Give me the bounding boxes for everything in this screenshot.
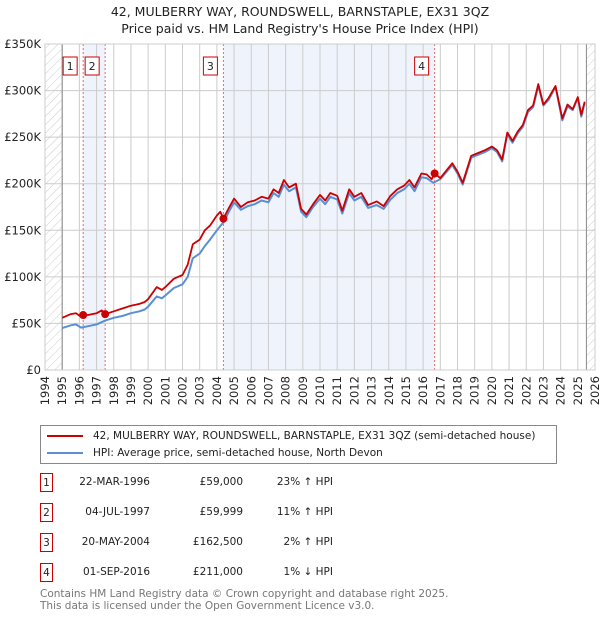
x-tick-label: 2022	[519, 376, 533, 405]
sale-number-badge: 2	[40, 503, 53, 522]
y-tick-label: £50K	[12, 316, 42, 330]
sales-table-row: 2 04-JUL-1997 £59,999 11% ↑ HPI	[40, 503, 333, 523]
x-tick-label: 2017	[433, 376, 447, 405]
footer-copyright: Contains HM Land Registry data © Crown c…	[40, 588, 449, 600]
x-tick-label: 2024	[554, 376, 568, 405]
sale-point	[101, 310, 110, 319]
sale-point	[79, 311, 88, 320]
y-tick-label: £250K	[4, 130, 41, 144]
y-tick-label: £0	[26, 363, 41, 377]
sale-number-label: 2	[89, 60, 96, 73]
x-tick-label: 2008	[279, 376, 293, 405]
legend-item-price-paid: 42, MULBERRY WAY, ROUNDSWELL, BARNSTAPLE…	[47, 428, 535, 444]
x-tick-label: 2012	[347, 376, 361, 405]
x-tick-label: 2023	[536, 376, 550, 405]
sale-number-badge: 3	[40, 533, 53, 552]
legend-label-hpi: HPI: Average price, semi-detached house,…	[93, 447, 383, 459]
sale-hpi-diff: 2% ↑ HPI	[283, 536, 333, 548]
chart-title: 42, MULBERRY WAY, ROUNDSWELL, BARNSTAPLE…	[110, 4, 490, 19]
sale-number-box	[84, 56, 100, 76]
x-tick-label: 1999	[124, 376, 138, 405]
sales-table-row: 4 01-SEP-2016 £211,000 1% ↓ HPI	[40, 563, 333, 583]
y-tick-label: £150K	[4, 223, 41, 237]
legend: 42, MULBERRY WAY, ROUNDSWELL, BARNSTAPLE…	[40, 425, 557, 464]
sale-date: 01-SEP-2016	[82, 566, 150, 578]
legend-item-hpi: HPI: Average price, semi-detached house,…	[47, 445, 383, 461]
y-tick-label: £200K	[4, 177, 41, 191]
price-paid-line	[61, 83, 586, 319]
sale-hpi-diff: 1% ↓ HPI	[283, 566, 333, 578]
x-tick-label: 1998	[107, 376, 121, 405]
sales-table-row: 3 20-MAY-2004 £162,500 2% ↑ HPI	[40, 533, 333, 553]
x-tick-label: 2018	[451, 376, 465, 405]
x-tick-label: 2021	[502, 376, 516, 405]
x-tick-label: 2016	[416, 376, 430, 405]
sale-point	[430, 169, 439, 178]
sale-date: 20-MAY-2004	[81, 536, 150, 548]
ownership-shade	[83, 44, 106, 370]
sale-price: £162,500	[192, 536, 243, 548]
sales-table-row: 1 22-MAR-1996 £59,000 23% ↑ HPI	[40, 473, 333, 493]
hpi-line	[61, 84, 586, 330]
y-tick-label: £300K	[4, 84, 41, 98]
x-tick-label: 1996	[72, 376, 86, 405]
x-tick-label: 2002	[176, 376, 190, 405]
price-chart: £0 £50K £100K £150K £200K £250K £300K £350K 1994…	[4, 37, 600, 405]
plot-border	[44, 43, 596, 371]
chart-subtitle: Price paid vs. HM Land Registry's House …	[121, 21, 479, 36]
y-tick-label: £350K	[4, 37, 41, 51]
x-tick-label: 2015	[399, 376, 413, 405]
x-tick-label: 2005	[227, 376, 241, 405]
x-tick-label: 2019	[468, 376, 482, 405]
sale-number-box	[202, 56, 218, 76]
x-tick-label: 2025	[571, 376, 585, 405]
x-tick-label: 2020	[485, 376, 499, 405]
sale-number-badge: 1	[40, 473, 53, 492]
x-tick-label: 2000	[141, 376, 155, 405]
sale-number-badge: 4	[40, 563, 53, 582]
x-tick-label: 2006	[244, 376, 258, 405]
x-tick-label: 2004	[210, 376, 224, 405]
sale-number-label: 4	[418, 60, 425, 73]
sale-price: £211,000	[192, 566, 243, 578]
sale-date: 22-MAR-1996	[79, 476, 150, 488]
sale-price: £59,999	[199, 506, 243, 518]
x-tick-label: 2001	[158, 376, 172, 405]
x-tick-label: 2011	[330, 376, 344, 405]
sale-number-box	[414, 56, 430, 76]
legend-label-price-paid: 42, MULBERRY WAY, ROUNDSWELL, BARNSTAPLE…	[93, 430, 536, 442]
sale-number-label: 3	[207, 60, 214, 73]
sale-hpi-diff: 23% ↑ HPI	[276, 476, 333, 488]
x-tick-label: 2007	[261, 376, 275, 405]
y-tick-label: £100K	[4, 270, 41, 284]
x-tick-label: 2026	[588, 376, 600, 405]
sale-price: £59,000	[199, 476, 243, 488]
x-tick-label: 1995	[55, 376, 69, 405]
sale-hpi-diff: 11% ↑ HPI	[276, 506, 333, 518]
sale-point	[219, 214, 228, 223]
x-tick-label: 2009	[296, 376, 310, 405]
sale-number-label: 1	[67, 60, 74, 73]
hatch-before-data	[45, 44, 63, 370]
legend-swatch-red	[47, 435, 83, 437]
x-tick-label: 1994	[38, 376, 52, 405]
footer-licence: This data is licensed under the Open Gov…	[40, 600, 375, 612]
x-tick-label: 2010	[313, 376, 327, 405]
hatch-after-data	[586, 44, 595, 370]
sale-number-box	[62, 56, 78, 76]
ownership-shade	[223, 44, 435, 370]
x-tick-label: 2014	[382, 376, 396, 405]
x-tick-label: 1997	[90, 376, 104, 405]
legend-swatch-blue	[47, 452, 83, 454]
x-tick-label: 2003	[193, 376, 207, 405]
x-tick-label: 2013	[365, 376, 379, 405]
sale-date: 04-JUL-1997	[85, 506, 150, 518]
